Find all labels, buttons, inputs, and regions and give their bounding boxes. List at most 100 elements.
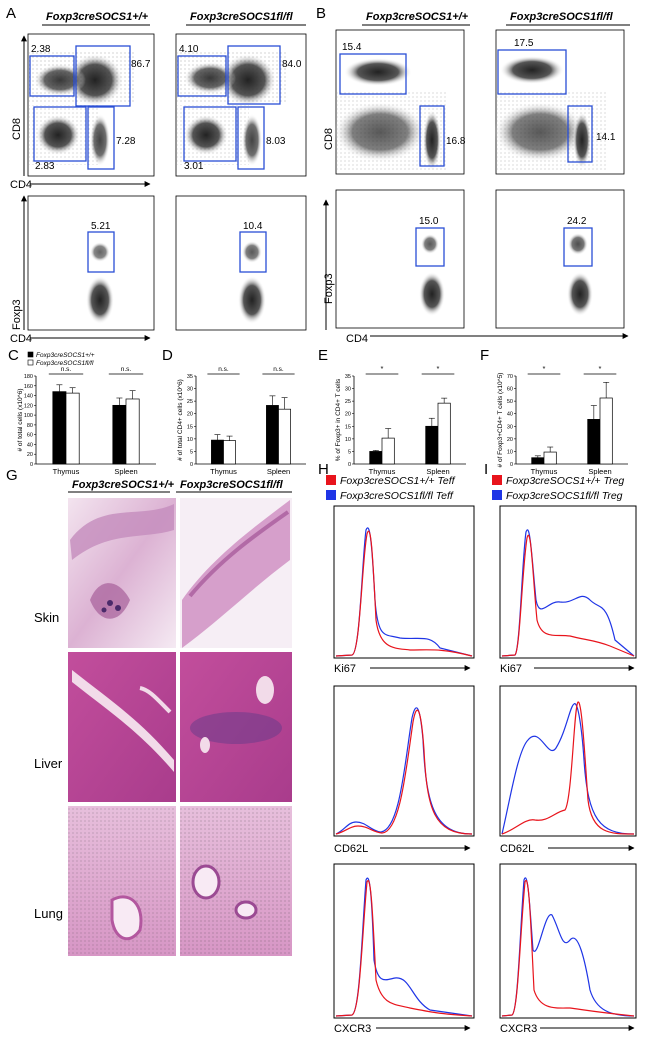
gate-value: 2.83: [35, 161, 55, 172]
a-bottom-right-plot: 10.4: [175, 195, 307, 331]
y-tick-label: 100: [24, 413, 33, 419]
panel-letter-g: G: [6, 467, 18, 484]
b-bottom-left-plot: 15.0: [335, 189, 465, 329]
y-tick-label: 30: [187, 387, 193, 393]
y-tick-label: 0: [30, 462, 33, 468]
panel-a-header-left: Foxp3creSOCS1+/+: [46, 11, 149, 23]
gate-value: 10.4: [243, 221, 263, 232]
category-label: Thymus: [53, 467, 80, 476]
gate-value: 16.8: [446, 136, 466, 147]
gate-value: 15.4: [342, 42, 362, 53]
panel-b-header-left: Foxp3creSOCS1+/+: [366, 11, 469, 23]
i-cxcr3-label: CXCR3: [500, 1023, 537, 1035]
row-label-skin: Skin: [34, 610, 59, 625]
bar: [65, 392, 80, 465]
histogram-h-ki67: [333, 505, 475, 659]
panel-letter-c: C: [8, 347, 19, 364]
gate-value: 2.38: [31, 44, 51, 55]
bar: [381, 437, 395, 465]
histology-lung-wt: [68, 806, 176, 956]
b-bottom-y-label: Foxp3: [323, 273, 335, 304]
category-label: Spleen: [588, 467, 611, 476]
y-tick-label: 15: [187, 424, 193, 430]
legend-label: Foxp3creSOCS1+/+: [36, 352, 95, 359]
row-label-liver: Liver: [34, 756, 63, 771]
panel-a-header-right: Foxp3creSOCS1fl/fl: [190, 11, 294, 23]
bar-chart-c: C 0 20 40 60 80 100 120 140 160 180 # of total cell…: [8, 347, 156, 476]
y-tick-label: 120: [24, 403, 33, 409]
h-cd62l-label: CD62L: [334, 843, 368, 855]
y-tick-label: 140: [24, 394, 33, 400]
i-ki67-label: Ki67: [500, 663, 522, 675]
a-bottom-x-label: CD4: [10, 333, 32, 345]
bar: [52, 391, 67, 465]
y-tick-label: 15: [345, 424, 351, 430]
y-tick-label: 30: [507, 424, 513, 430]
histogram-h-cxcr3: [333, 863, 475, 1019]
bar: [437, 402, 451, 465]
y-axis-label: # of Foxp3+CD4+ T cells (x10^5): [497, 373, 504, 468]
y-tick-label: 0: [348, 462, 351, 468]
y-tick-label: 35: [187, 374, 193, 380]
category-label: Thymus: [369, 467, 396, 476]
histology-liver-wt: [68, 652, 176, 802]
histology-skin-wt: [68, 498, 176, 648]
i-cd62l-label: CD62L: [500, 843, 534, 855]
significance-label: n.s.: [61, 366, 72, 373]
a-bottom-y-label: Foxp3: [11, 299, 23, 330]
legend-i-wt: Foxp3creSOCS1+/+ Treg: [506, 475, 624, 487]
b-top-y-label: CD8: [323, 128, 335, 150]
gate-value: 84.0: [282, 59, 302, 70]
h-ki67-label: Ki67: [334, 663, 356, 675]
y-tick-label: 20: [187, 412, 193, 418]
bar: [599, 397, 613, 465]
bar: [531, 457, 545, 465]
gate-value: 86.7: [131, 59, 151, 70]
y-tick-label: 0: [510, 462, 513, 468]
y-tick-label: 0: [190, 462, 193, 468]
panel-b-header-right: Foxp3creSOCS1fl/fl: [510, 11, 614, 23]
y-tick-label: 10: [507, 449, 513, 455]
y-tick-label: 10: [345, 437, 351, 443]
gate-value: 14.1: [596, 132, 616, 143]
b-bottom-x-label: CD4: [346, 333, 368, 345]
y-tick-label: 60: [27, 433, 33, 439]
category-label: Spleen: [426, 467, 449, 476]
bar: [587, 419, 601, 465]
panel-letter-i: I: [484, 461, 488, 478]
gate-value: 17.5: [514, 38, 534, 49]
panel-letter-d: D: [162, 347, 173, 364]
significance-label: n.s.: [121, 366, 132, 373]
y-tick-label: 35: [345, 374, 351, 380]
category-label: Spleen: [267, 467, 290, 476]
bar: [369, 451, 383, 465]
panel-letter-h: H: [318, 461, 329, 478]
a-top-left-plot: 2.38 86.7 2.83 7.28: [27, 33, 155, 177]
y-tick-label: 20: [345, 412, 351, 418]
significance-label: *: [599, 364, 602, 373]
legend-swatch-blue: [492, 490, 502, 500]
legend-label: Foxp3creSOCS1fl/fl: [36, 360, 94, 367]
legend-swatch: [27, 359, 34, 366]
histogram-i-cxcr3: [499, 863, 637, 1019]
y-axis-label: # of total CD4+ cells (x10^6): [177, 379, 184, 461]
panel-letter-f: F: [480, 347, 489, 364]
panel-g-header-left: Foxp3creSOCS1+/+: [72, 479, 175, 491]
bar: [425, 425, 439, 465]
gate-value: 3.01: [184, 161, 204, 172]
y-tick-label: 30: [345, 387, 351, 393]
legend-swatch: [27, 351, 34, 358]
gate-value: 15.0: [419, 216, 439, 227]
y-tick-label: 25: [345, 399, 351, 405]
legend-swatch-blue: [326, 490, 336, 500]
y-tick-label: 25: [187, 399, 193, 405]
a-top-x-label: CD4: [10, 179, 32, 191]
bar-chart-f: F 0 10 20 30 40 50 60 70# of Foxp3+CD4+ T cells …: [480, 347, 628, 476]
bar: [543, 451, 557, 465]
a-bottom-left-plot: 5.21: [27, 195, 155, 331]
gate-value: 5.21: [91, 221, 111, 232]
panel-letter-b: B: [316, 5, 326, 22]
significance-label: n.s.: [218, 366, 229, 373]
bar-chart-e: E 0 5 10 15 20 25 30 35% of Foxp3+ in CD4+ T cel…: [318, 347, 466, 476]
histology-skin-ko: [180, 498, 292, 648]
